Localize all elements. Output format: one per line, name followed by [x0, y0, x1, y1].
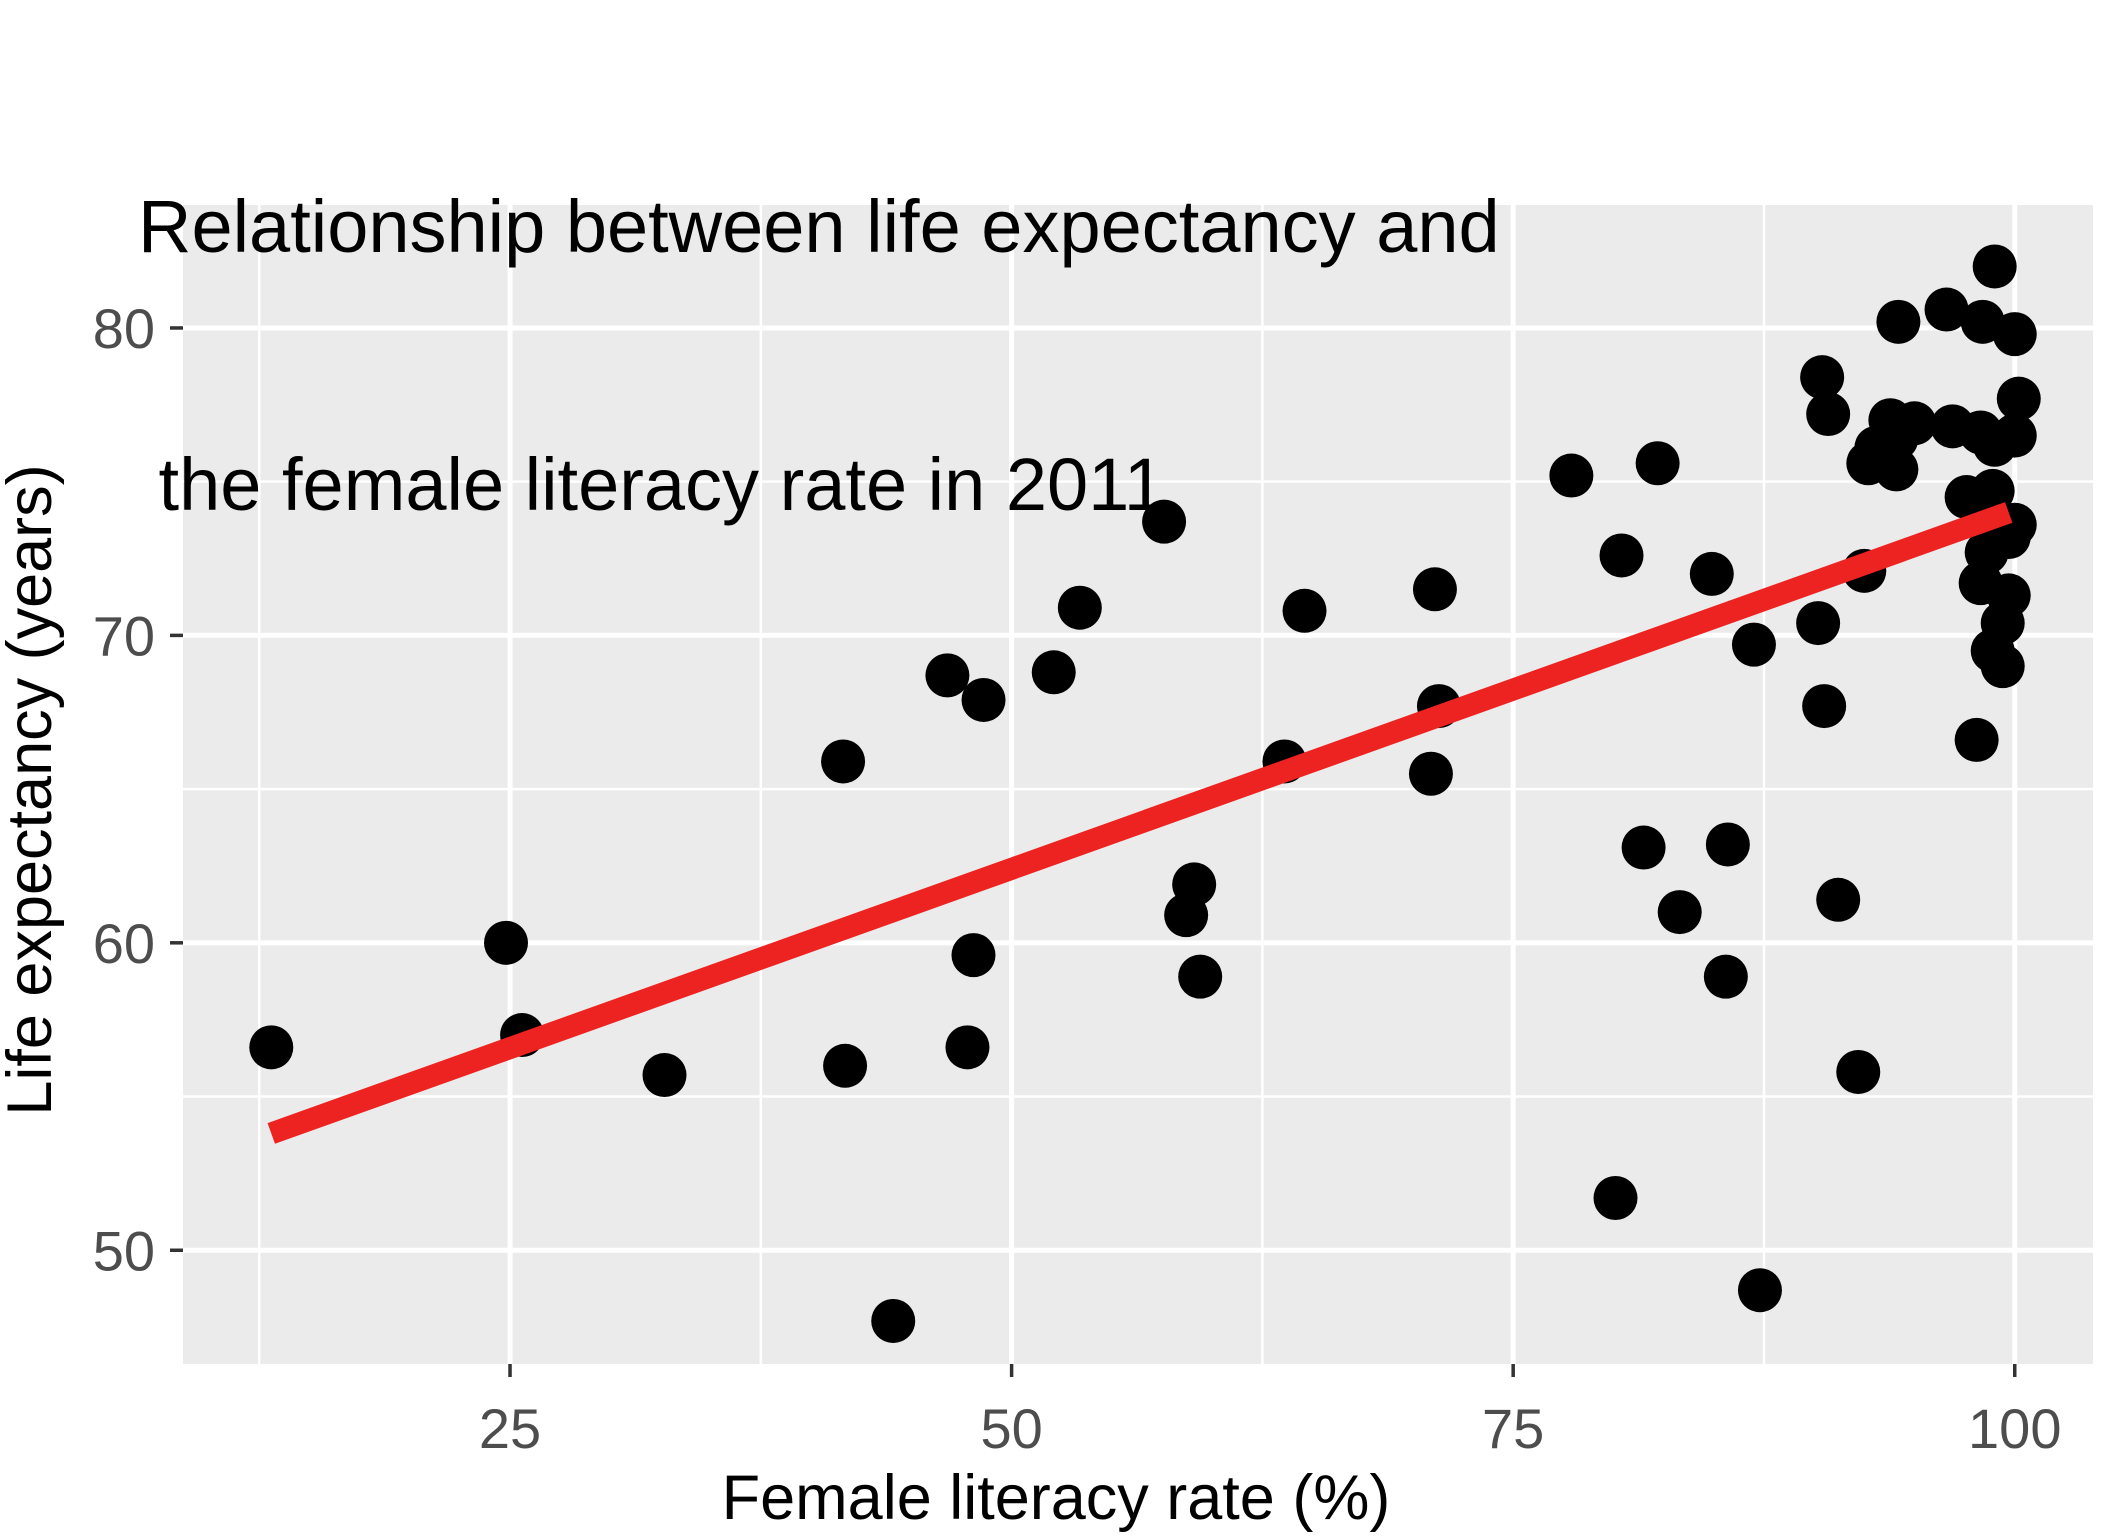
data-point — [1802, 684, 1847, 729]
data-point — [1816, 877, 1861, 922]
x-tick-label: 25 — [479, 1397, 541, 1460]
chart-title-line1: Relationship between life expectancy and — [138, 185, 1500, 268]
data-point — [925, 653, 970, 698]
data-point — [1836, 1049, 1881, 1094]
y-tick-label: 70 — [93, 604, 155, 667]
x-tick-label: 50 — [980, 1397, 1042, 1460]
data-point — [951, 933, 996, 978]
data-point — [1408, 751, 1453, 796]
data-point — [642, 1053, 687, 1098]
data-point — [1549, 453, 1594, 498]
data-point — [1806, 392, 1851, 437]
y-tick-label: 60 — [93, 912, 155, 975]
x-tick-label: 75 — [1482, 1397, 1544, 1460]
data-point — [1924, 287, 1969, 332]
data-point — [1057, 585, 1102, 630]
data-point — [1657, 890, 1702, 935]
data-point — [1796, 601, 1841, 646]
data-point — [1703, 954, 1748, 999]
data-point — [1689, 551, 1734, 596]
data-point — [1142, 499, 1187, 544]
data-point — [1980, 644, 2025, 689]
data-point — [1621, 825, 1666, 870]
data-point — [1705, 822, 1750, 867]
data-point — [484, 920, 529, 965]
data-point — [1992, 312, 2037, 357]
data-point — [961, 677, 1006, 722]
data-point — [1599, 533, 1644, 578]
data-point — [1800, 355, 1845, 400]
data-point — [1996, 376, 2041, 421]
data-point — [823, 1043, 868, 1088]
y-tick-label: 80 — [93, 297, 155, 360]
data-point — [1970, 468, 2015, 513]
data-point — [1731, 622, 1776, 667]
trend-line — [267, 502, 2013, 1144]
data-point — [1031, 650, 1076, 695]
data-point — [1282, 588, 1327, 633]
data-point — [1635, 441, 1680, 486]
data-point — [1876, 299, 1921, 344]
chart-title-line2: the female literacy rate in 2011 — [138, 443, 1165, 526]
data-point — [249, 1025, 294, 1070]
data-point — [1972, 422, 2017, 467]
data-point — [1954, 717, 1999, 762]
data-point — [1164, 893, 1209, 938]
plot-panel-background — [183, 205, 2093, 1364]
data-point — [945, 1025, 990, 1070]
data-point — [1972, 244, 2017, 289]
data-point — [871, 1298, 916, 1343]
data-point — [821, 739, 866, 784]
data-point — [1737, 1268, 1782, 1313]
data-point — [1874, 447, 1919, 492]
x-tick-label: 100 — [1968, 1397, 2061, 1460]
y-axis-label: Life expectancy (years) — [0, 464, 65, 1116]
data-point — [1412, 567, 1457, 612]
data-point — [1178, 954, 1223, 999]
x-axis-label: Female literacy rate (%) — [721, 1463, 1391, 1533]
chart-title: Relationship between life expectancy and… — [138, 12, 1500, 700]
data-point — [1593, 1175, 1638, 1220]
y-tick-label: 50 — [93, 1219, 155, 1282]
